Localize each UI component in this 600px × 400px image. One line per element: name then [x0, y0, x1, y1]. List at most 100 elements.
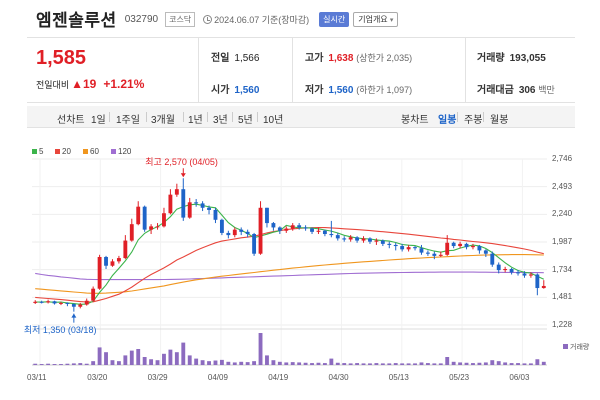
candle-body [277, 227, 282, 231]
candle-body [503, 269, 508, 271]
candle-body [110, 261, 115, 266]
change-rate: +1.21% [103, 77, 145, 91]
candle-body [200, 203, 205, 208]
volume-legend: 거래량 [563, 342, 589, 352]
volume-bar [46, 363, 51, 365]
candle-body [297, 225, 302, 228]
candle-body [187, 202, 192, 218]
legend-item-ma20: 20 [55, 147, 71, 156]
company-info-button[interactable]: 기업개요 ▾ [353, 11, 399, 27]
volume-bar [464, 362, 469, 365]
period-3m[interactable]: 3개월 [151, 115, 175, 126]
candle-body [387, 243, 392, 245]
as-of-date-text: 2024.06.07 기준(장마감) [214, 14, 310, 25]
candle-body [284, 228, 289, 231]
legend-label: 120 [118, 147, 132, 156]
candle-body [142, 206, 147, 230]
volume-bar [297, 362, 302, 365]
period-10y[interactable]: 10년 [263, 115, 284, 126]
candle-body [136, 206, 141, 225]
amount-label: 거래대금 [477, 85, 514, 96]
low-arrow [71, 313, 77, 318]
volume-bar [432, 363, 437, 365]
legend-swatch [83, 149, 88, 154]
separator [232, 112, 233, 122]
chevron-down-icon: ▾ [389, 16, 394, 24]
volume-bar [483, 362, 488, 365]
volume-bar [84, 363, 89, 365]
candle-body [374, 240, 379, 242]
candle-weekly[interactable]: 주봉 [464, 115, 483, 126]
volume-bar [155, 360, 160, 365]
prev-close-label: 전일 [211, 53, 230, 64]
y-tick-label: 2,493 [552, 181, 573, 191]
column-divider [465, 38, 466, 102]
candle-body [226, 232, 231, 236]
volume-bar [59, 364, 63, 365]
volume-bar [129, 350, 134, 365]
x-tick-label: 05/23 [449, 373, 470, 382]
period-1w[interactable]: 1주일 [116, 115, 140, 126]
candle-daily[interactable]: 일봉 [438, 115, 457, 126]
candle-body [380, 240, 385, 244]
volume-bar [123, 355, 128, 365]
volume-bar [329, 358, 334, 365]
candle-chart-tab[interactable]: 봉차트 [401, 115, 429, 126]
volume-bar [187, 355, 192, 365]
volume-bar [380, 363, 385, 365]
candle-body [522, 273, 527, 276]
candle-body [509, 269, 514, 273]
candle-body [162, 213, 166, 227]
stock-header: 엠젠솔루션 032790 코스닥 2024.06.07 기준(장마감) 실시간 … [0, 0, 600, 36]
separator [109, 112, 110, 122]
ma120-line [35, 271, 544, 281]
candle-body [84, 300, 89, 305]
period-5y[interactable]: 5년 [238, 115, 253, 126]
as-of-date: 2024.06.07 기준(장마감) [203, 13, 309, 26]
price-chart[interactable]: 5 20 60 120 2,746 2,493 2,240 1,987 1,734 1,481 1… [23, 143, 600, 400]
current-price-box: 1,585 전일대비 ▲19 +1.21% [27, 38, 199, 102]
volume-bar [91, 361, 96, 365]
prev-close-value: 1,566 [234, 53, 260, 64]
line-chart-tab[interactable]: 선차트 [57, 115, 85, 126]
volume-bar [181, 342, 186, 365]
period-3y[interactable]: 3년 [213, 115, 228, 126]
open-price: 시가 1,560 [211, 81, 259, 96]
candle-body [413, 247, 417, 249]
candle-body [303, 227, 308, 229]
x-tick-label: 05/13 [388, 373, 409, 382]
volume-bar [355, 363, 360, 365]
legend-swatch [111, 149, 116, 154]
realtime-button[interactable]: 실시간 [319, 11, 350, 27]
low-annotation: 최저 1,350 (03/18) [23, 324, 97, 335]
period-1d[interactable]: 1일 [91, 115, 106, 126]
candle-body [316, 230, 321, 232]
candle-body [194, 202, 199, 204]
volume-bar [149, 359, 154, 365]
candle-body [91, 288, 96, 301]
clock-icon [203, 14, 213, 24]
candle-body [207, 207, 211, 210]
column-divider [292, 38, 293, 102]
ma20-line [35, 226, 544, 303]
volume-bar [219, 359, 224, 365]
candle-monthly[interactable]: 월봉 [490, 115, 509, 126]
candle-body [355, 237, 360, 241]
volume-bar [516, 363, 520, 365]
candle-body [71, 304, 76, 307]
volume-bar [277, 361, 282, 365]
volume-bar [39, 364, 44, 365]
candle-body [181, 189, 186, 218]
volume-bar [528, 363, 533, 365]
x-tick-label: 03/11 [27, 373, 47, 382]
period-1y[interactable]: 1년 [188, 115, 203, 126]
y-tick-label: 2,240 [552, 209, 573, 219]
candle-body [471, 246, 475, 248]
separator [257, 112, 258, 122]
volume-bar [162, 353, 166, 365]
low-value: 1,560 [328, 85, 354, 96]
candle-body [245, 231, 250, 235]
legend-label: 60 [90, 147, 99, 156]
candle-body [174, 189, 179, 195]
candle-body [59, 302, 63, 304]
